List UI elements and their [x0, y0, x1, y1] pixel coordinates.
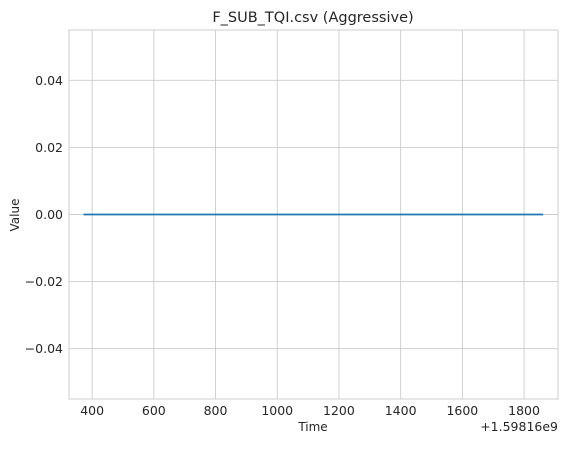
x-tick-label: 1400	[385, 403, 417, 418]
plot-frame	[68, 29, 559, 400]
x-tick-label: 1800	[508, 403, 540, 418]
chart-title: F_SUB_TQI.csv (Aggressive)	[212, 10, 413, 26]
y-tick-label: 0.04	[35, 73, 63, 88]
y-axis-label: Value	[8, 199, 22, 232]
x-tick-label: 1000	[261, 403, 293, 418]
y-tick-labels: −0.04 −0.02 0.00 0.02 0.04	[25, 73, 63, 356]
x-tick-label: 400	[80, 403, 104, 418]
x-tick-label: 800	[204, 403, 228, 418]
y-tick-label: 0.00	[35, 207, 63, 222]
x-tick-labels: 400 600 800 1000 1200 1400 1600 1800	[80, 403, 540, 418]
y-tick-label: 0.02	[35, 140, 63, 155]
y-tick-label: −0.02	[25, 274, 63, 289]
x-tick-label: 600	[142, 403, 166, 418]
x-axis-label: Time	[297, 420, 327, 434]
y-tick-label: −0.04	[25, 341, 63, 356]
x-offset-label: +1.59816e9	[480, 419, 558, 434]
x-tick-label: 1600	[446, 403, 478, 418]
x-tick-label: 1200	[323, 403, 355, 418]
